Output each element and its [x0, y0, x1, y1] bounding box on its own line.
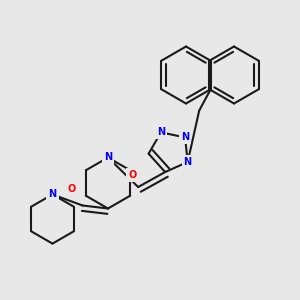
Text: N: N	[104, 152, 112, 163]
Text: N: N	[48, 189, 57, 200]
Text: N: N	[181, 132, 189, 142]
Text: O: O	[68, 184, 76, 194]
Text: O: O	[128, 170, 136, 180]
Text: N: N	[184, 157, 192, 167]
Text: N: N	[157, 127, 165, 137]
